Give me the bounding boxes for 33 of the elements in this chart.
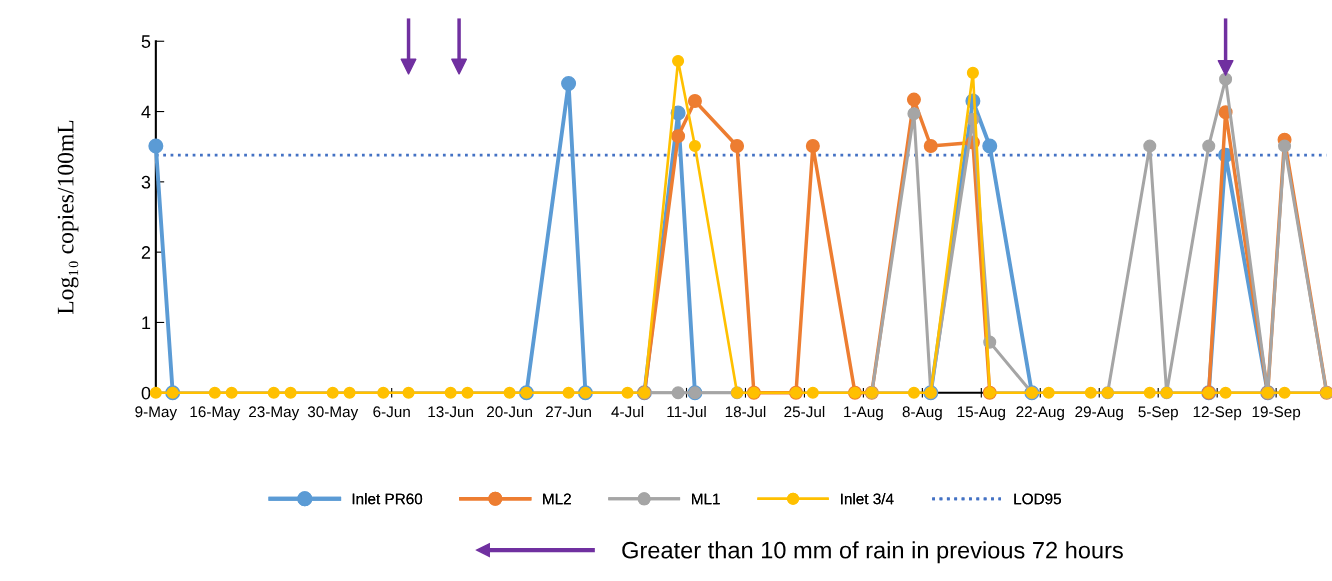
x-tick-label: 4-Jul [611, 405, 644, 418]
x-tick-label: 20-Jun [487, 406, 532, 418]
legend-label: ML2 [543, 493, 571, 505]
x-tick-label: 23-May [249, 406, 300, 421]
y-tick-label: 2 [141, 246, 151, 259]
y-tick-label: 5 [141, 35, 151, 48]
x-tick-label: 25-Jul [784, 405, 825, 418]
x-tick-label: 9-May [135, 406, 178, 421]
legend-label: ML1 [692, 493, 720, 505]
x-tick-label: 11-Jul [667, 405, 706, 418]
x-tick-label: 18-Jul [725, 405, 766, 418]
x-tick-label: 16-May [190, 406, 241, 421]
x-tick-label: 5-Sep [1138, 406, 1178, 421]
x-tick-label: 8-Aug [902, 406, 942, 421]
x-tick-label: 19-Sep [1252, 406, 1301, 421]
y-tick-label: 4 [141, 105, 151, 119]
x-tick-label: 6-Jun [373, 406, 410, 418]
y-tick-label: 3 [141, 175, 151, 189]
x-tick-label: 29-Aug [1075, 406, 1123, 421]
x-tick-label: 27-Jun [546, 406, 591, 418]
legend-label: Inlet PR60 [352, 493, 423, 505]
y-axis-title: Log₁₀ copies/100mL [57, 120, 79, 315]
x-tick-label: 15-Aug [957, 406, 1005, 421]
x-tick-label: 12-Sep [1193, 406, 1242, 421]
y-tick-label: 1 [142, 316, 151, 329]
x-tick-label: 1-Aug [844, 406, 883, 421]
legend-label: Greater than 10 mm of rain in previous 72 hours [622, 541, 1123, 564]
y-tick-label: 0 [141, 386, 151, 400]
x-tick-label: 30-May [307, 406, 359, 421]
x-tick-label: 13-Jun [428, 406, 474, 418]
legend-label: Inlet 3/4 [841, 493, 894, 505]
legend-label: LOD95 [1014, 493, 1061, 505]
x-tick-label: 22-Aug [1016, 406, 1064, 421]
